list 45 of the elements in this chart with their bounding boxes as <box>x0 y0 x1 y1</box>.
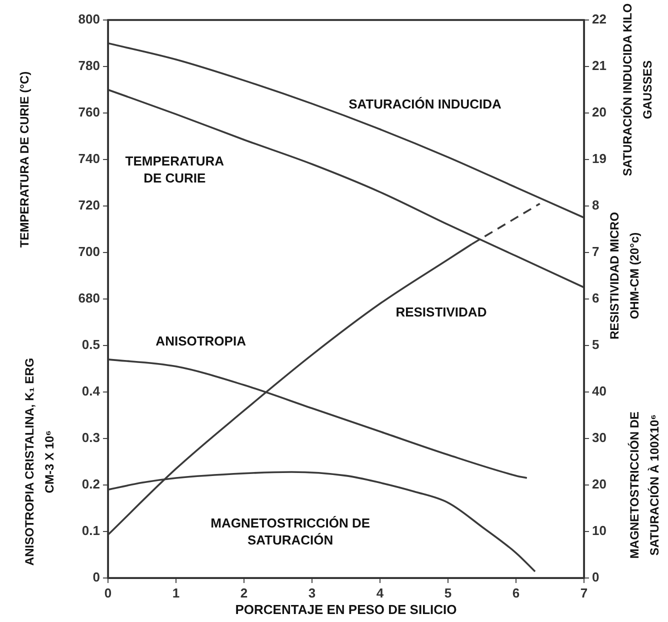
series-label: RESISTIVIDAD <box>396 304 487 320</box>
y2-tick-label: 5 <box>592 337 600 352</box>
y-tick-label: 0.2 <box>82 476 100 492</box>
y-tick-label: 0 <box>92 570 100 585</box>
y2-tick-label: 22 <box>592 12 606 27</box>
x-tick-label: 1 <box>172 585 180 600</box>
y2-tick-label: 40 <box>592 384 606 399</box>
text: MAGNETOSTRICCIÓN DE SATURACIÓN <box>210 515 370 548</box>
y2-axis-title: SATURACIÓN INDUCIDA KILO GAUSSES <box>620 3 654 176</box>
y-tick-label: 800 <box>78 12 100 27</box>
y-axis-title: TEMPERATURA DE CURIE (°C) <box>17 71 32 248</box>
y-tick-label: 0.1 <box>82 523 100 538</box>
y2-tick-label: 20 <box>592 104 606 120</box>
x-tick-label: 4 <box>376 585 384 600</box>
series-label: ANISOTROPIA <box>156 334 247 349</box>
y-tick-label: 0.3 <box>82 430 100 446</box>
y-tick-label: 0.4 <box>82 384 101 399</box>
x-tick-label: 2 <box>240 585 248 600</box>
x-axis-title: PORCENTAJE EN PESO DE SILICIO <box>235 602 457 617</box>
y2-tick-label: 21 <box>592 58 606 74</box>
y-tick-label: 720 <box>78 198 100 213</box>
x-tick-label: 0 <box>104 585 112 600</box>
y-tick-label: 680 <box>78 290 100 306</box>
y-tick-label: 760 <box>78 104 100 120</box>
y-axis-title: ANISOTROPIA CRISTALINA, K₁ ERG CM-3 X 10⁶ <box>22 358 56 566</box>
y-tick-label: 740 <box>78 151 100 166</box>
y2-axis-title: RESISTIVIDAD MICRO OHM-CM (20°c) <box>607 212 642 340</box>
y-tick-label: 700 <box>78 244 100 260</box>
series-label: TEMPERATURA DE CURIE <box>125 154 225 186</box>
y2-tick-label: 30 <box>592 430 606 446</box>
y2-tick-label: 6 <box>592 290 600 306</box>
y2-tick-label: 19 <box>592 151 606 166</box>
series-label: SATURACIÓN INDUCIDA <box>348 96 502 112</box>
y-tick-label: 0.5 <box>82 337 100 352</box>
y-tick-label: 780 <box>78 58 100 74</box>
x-tick-label: 5 <box>444 585 452 600</box>
y2-tick-label: 20 <box>592 476 606 492</box>
y2-tick-label: 10 <box>592 523 606 538</box>
x-tick-label: 7 <box>580 585 588 600</box>
x-tick-label: 6 <box>512 585 520 600</box>
y2-axis-title: MAGNETOSTRICCIÓN DE SATURACIÓN À 100X10⁶ <box>627 411 662 559</box>
x-tick-label: 3 <box>308 585 316 600</box>
y2-tick-label: 8 <box>592 198 600 213</box>
y2-tick-label: 7 <box>592 244 600 260</box>
y2-tick-label: 0 <box>592 570 600 585</box>
